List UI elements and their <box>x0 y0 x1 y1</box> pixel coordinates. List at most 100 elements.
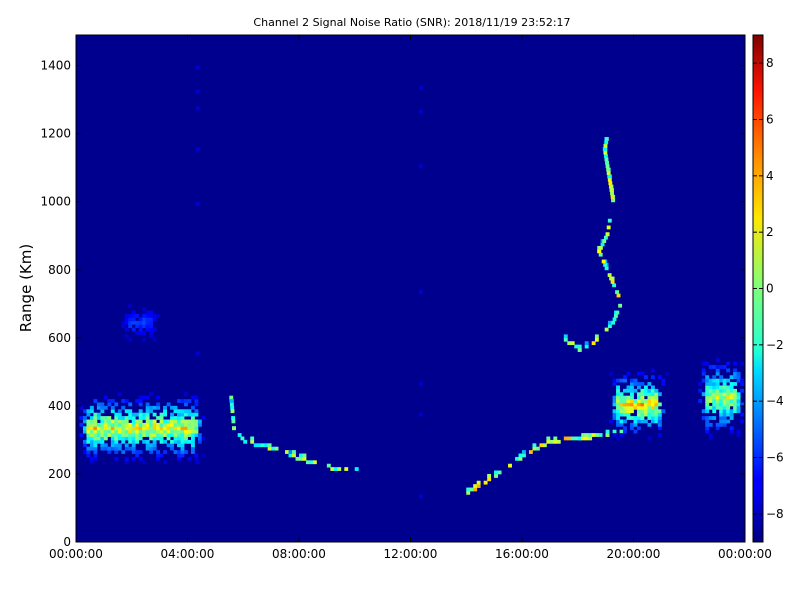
heatmap-cell <box>626 385 631 390</box>
heatmap-cell <box>654 409 659 414</box>
heatmap-cell <box>177 416 181 420</box>
heatmap-cell <box>726 409 731 414</box>
heatmap-cell <box>733 399 738 403</box>
heatmap-cell <box>598 252 603 257</box>
heatmap-cell <box>715 385 720 390</box>
heatmap-cell <box>643 405 648 410</box>
heatmap-cell <box>152 405 157 410</box>
heatmap-cell <box>184 436 188 441</box>
heatmap-cell <box>142 426 147 431</box>
heatmap-cell <box>117 446 122 451</box>
heatmap-cell <box>602 239 607 243</box>
heatmap-cell <box>184 450 188 454</box>
heatmap-cell <box>128 409 133 414</box>
heatmap-cell <box>715 358 720 363</box>
heatmap-cell <box>616 385 620 390</box>
heatmap-cell <box>708 416 713 420</box>
colorbar-tick-label: −2 <box>766 338 784 352</box>
heatmap-cell <box>149 314 154 318</box>
heatmap-cell <box>647 416 652 420</box>
heatmap-cell <box>243 439 248 444</box>
heatmap-cell <box>201 416 206 420</box>
heatmap-cell <box>138 456 143 461</box>
heatmap-cell <box>187 456 192 461</box>
heatmap-cell <box>145 409 150 414</box>
heatmap-cell <box>135 436 140 441</box>
heatmap-cell <box>194 399 199 403</box>
heatmap-cell <box>142 412 147 417</box>
heatmap-cell <box>114 412 119 417</box>
heatmap-cell <box>354 467 359 471</box>
heatmap-cell <box>86 419 91 424</box>
heatmap-cell <box>606 171 611 175</box>
heatmap-cell <box>163 412 167 417</box>
heatmap-cell <box>726 402 731 407</box>
heatmap-cell <box>177 439 181 444</box>
heatmap-cell <box>623 402 627 407</box>
heatmap-cell <box>86 422 91 427</box>
heatmap-cell <box>553 439 558 444</box>
heatmap-cell <box>121 436 126 441</box>
heatmap-cell <box>729 385 734 390</box>
heatmap-cell <box>135 429 140 434</box>
heatmap-cell <box>152 443 157 448</box>
heatmap-cell <box>180 439 185 444</box>
heatmap-cell <box>518 453 523 458</box>
heatmap-cell <box>285 450 289 454</box>
heatmap-cell <box>138 412 143 417</box>
heatmap-cell <box>149 429 154 434</box>
heatmap-cell <box>640 399 645 403</box>
heatmap-cell <box>184 392 188 397</box>
heatmap-cell <box>654 388 659 393</box>
heatmap-cell <box>619 409 624 414</box>
heatmap-cell <box>330 467 335 471</box>
heatmap-cell <box>100 409 105 414</box>
heatmap-cell <box>240 436 245 441</box>
chart-title: Channel 2 Signal Noise Ratio (SNR): 2018… <box>253 16 570 29</box>
heatmap-cell <box>736 392 741 397</box>
heatmap-cell <box>616 378 620 383</box>
heatmap-cell <box>89 429 94 434</box>
heatmap-cell <box>194 429 199 434</box>
colorbar-tick-label: 8 <box>766 56 774 70</box>
heatmap-cell <box>121 433 126 437</box>
heatmap-cell <box>152 426 157 431</box>
x-axis: 00:00:00 04:00:00 08:00:00 12:00:00 16:00:00… <box>49 35 772 561</box>
heatmap-cell <box>145 395 150 400</box>
heatmap-cell <box>712 365 717 369</box>
heatmap-cell <box>733 368 738 373</box>
heatmap-cell <box>180 422 185 427</box>
heatmap-cell <box>156 402 161 407</box>
heatmap-cell <box>733 392 738 397</box>
heatmap-cell <box>616 293 621 298</box>
heatmap-cell <box>86 446 91 451</box>
heatmap-cell <box>612 412 617 417</box>
heatmap-cell <box>107 419 112 424</box>
heatmap-cell <box>110 405 115 410</box>
heatmap-cell <box>640 388 645 393</box>
heatmap-cell <box>556 439 561 444</box>
heatmap-cell <box>124 399 129 403</box>
heatmap-cell <box>719 412 724 417</box>
heatmap-cell <box>156 422 161 427</box>
heatmap-cell <box>636 405 641 410</box>
heatmap-cell <box>194 412 199 417</box>
heatmap-cell <box>177 412 181 417</box>
heatmap-cell <box>633 405 638 410</box>
heatmap-cell <box>110 443 115 448</box>
heatmap-cell <box>170 422 174 427</box>
heatmap-cell <box>619 412 624 417</box>
heatmap-cell <box>197 436 202 441</box>
heatmap-cell <box>267 443 272 448</box>
heatmap-cell <box>535 446 540 451</box>
heatmap-cell <box>135 331 140 335</box>
heatmap-cell <box>82 426 87 431</box>
heatmap-cell <box>93 429 98 434</box>
heatmap-cell <box>607 273 612 277</box>
heatmap-cell <box>657 419 662 424</box>
heatmap-cell <box>135 422 140 427</box>
heatmap-cell <box>110 426 115 431</box>
heatmap-cell <box>103 405 108 410</box>
heatmap-cell <box>231 419 236 424</box>
heatmap-cell <box>177 456 181 461</box>
